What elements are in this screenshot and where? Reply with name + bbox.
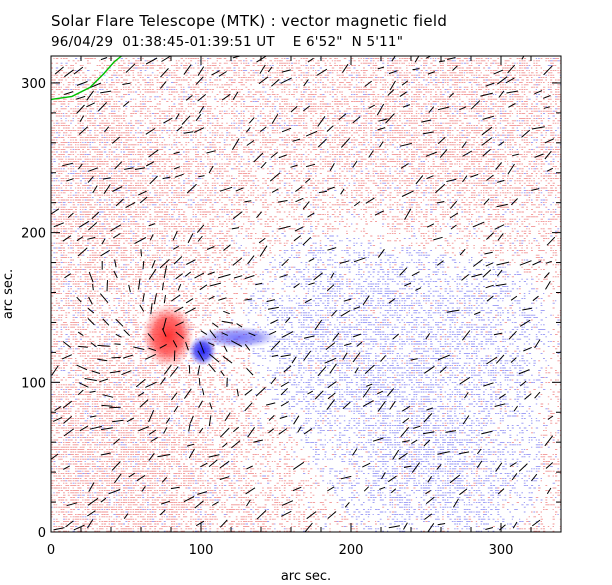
- y-tick-label: 200: [21, 227, 46, 242]
- positive-polarity-texture: [51, 56, 561, 532]
- x-tick-label: 0: [47, 543, 55, 558]
- plot-subtitle: 96/04/29 01:38:45-01:39:51 UT E 6'52" N …: [51, 35, 403, 50]
- vector-field-arrows: [51, 56, 556, 532]
- y-tick-label: 0: [38, 526, 46, 541]
- y-tick-label: 100: [21, 376, 46, 391]
- obs-date: 96/04/29: [51, 34, 114, 50]
- plot-title: Solar Flare Telescope (MTK) : vector mag…: [51, 12, 448, 30]
- positive-sunspot: [142, 303, 194, 368]
- obs-time-range: 01:38:45-01:39:51 UT: [122, 34, 275, 50]
- x-tick-label: 100: [189, 543, 214, 558]
- x-tick-label: 300: [489, 543, 514, 558]
- x-tick-label: 200: [339, 543, 364, 558]
- negative-tail: [198, 326, 279, 349]
- transverse-field-vectors: [51, 56, 556, 532]
- y-axis-label: arc sec.: [1, 269, 16, 319]
- negative-sunspot: [188, 335, 217, 366]
- plot-frame: [50, 55, 562, 533]
- obs-position-ew: E 6'52": [292, 34, 343, 50]
- obs-position-ns: N 5'11": [351, 34, 404, 50]
- axes: 0 100 200 300 0 100 200 300: [21, 56, 562, 558]
- magnetogram-map: [51, 56, 561, 532]
- solar-limb-line: [50, 55, 122, 101]
- y-tick-label: 300: [21, 77, 46, 92]
- x-axis-label: arc sec.: [281, 569, 331, 584]
- solar-limb: [50, 55, 122, 101]
